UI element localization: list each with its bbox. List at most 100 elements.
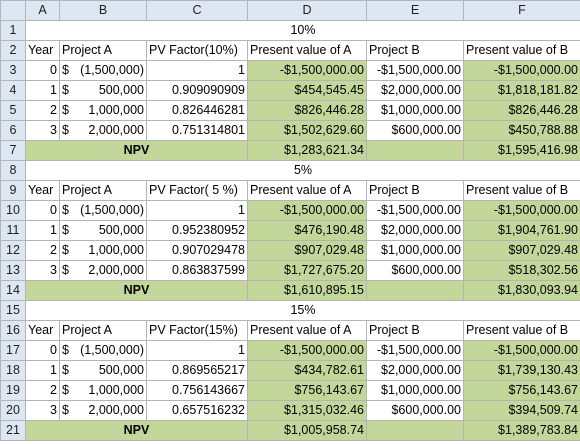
project-a-cell[interactable]: $1,000,000 <box>59 380 147 401</box>
present-value-b-cell[interactable]: $450,788.88 <box>463 120 580 141</box>
project-b-cell[interactable]: $2,000,000.00 <box>366 80 464 101</box>
present-value-b-cell[interactable]: $826,446.28 <box>463 100 580 121</box>
row-header-20[interactable]: 20 <box>0 400 26 421</box>
project-b-cell[interactable]: $2,000,000.00 <box>366 220 464 241</box>
project-b-cell[interactable]: $600,000.00 <box>366 400 464 421</box>
year-header-cell[interactable]: Year <box>25 40 60 61</box>
pv-factor-cell[interactable]: 0.751314801 <box>146 120 248 141</box>
present-value-a-cell[interactable]: $434,782.61 <box>247 360 367 381</box>
project-b-cell[interactable]: $1,000,000.00 <box>366 100 464 121</box>
present-value-a-cell[interactable]: $1,315,032.46 <box>247 400 367 421</box>
npv-label-cell[interactable]: NPV <box>25 140 248 161</box>
column-header-a[interactable]: A <box>25 0 60 21</box>
present-value-b-cell[interactable]: $1,739,130.43 <box>463 360 580 381</box>
year-cell[interactable]: 1 <box>25 80 60 101</box>
row-header-4[interactable]: 4 <box>0 80 26 101</box>
npv-empty-cell[interactable] <box>366 280 464 301</box>
project-b-header-cell[interactable]: Project B <box>366 180 464 201</box>
present-value-b-cell[interactable]: -$1,500,000.00 <box>463 340 580 361</box>
row-header-5[interactable]: 5 <box>0 100 26 121</box>
pv-factor-cell[interactable]: 0.909090909 <box>146 80 248 101</box>
npv-b-cell[interactable]: $1,595,416.98 <box>463 140 580 161</box>
row-header-3[interactable]: 3 <box>0 60 26 81</box>
row-header-15[interactable]: 15 <box>0 300 26 321</box>
present-value-a-cell[interactable]: $756,143.67 <box>247 380 367 401</box>
column-header-b[interactable]: B <box>59 0 147 21</box>
section-title-cell[interactable]: 10% <box>25 20 580 41</box>
project-a-cell[interactable]: $500,000 <box>59 220 147 241</box>
present-value-b-cell[interactable]: $1,818,181.82 <box>463 80 580 101</box>
year-cell[interactable]: 3 <box>25 400 60 421</box>
project-a-cell[interactable]: $2,000,000 <box>59 400 147 421</box>
select-all-corner[interactable] <box>0 0 26 21</box>
year-cell[interactable]: 0 <box>25 60 60 81</box>
column-header-f[interactable]: F <box>463 0 580 21</box>
pv-factor-cell[interactable]: 0.863837599 <box>146 260 248 281</box>
row-header-7[interactable]: 7 <box>0 140 26 161</box>
row-header-14[interactable]: 14 <box>0 280 26 301</box>
pv-factor-cell[interactable]: 0.869565217 <box>146 360 248 381</box>
npv-label-cell[interactable]: NPV <box>25 280 248 301</box>
present-value-a-header-cell[interactable]: Present value of A <box>247 40 367 61</box>
section-title-cell[interactable]: 15% <box>25 300 580 321</box>
row-header-10[interactable]: 10 <box>0 200 26 221</box>
pv-factor-cell[interactable]: 1 <box>146 200 248 221</box>
project-b-cell[interactable]: -$1,500,000.00 <box>366 340 464 361</box>
project-a-cell[interactable]: $500,000 <box>59 80 147 101</box>
year-cell[interactable]: 2 <box>25 100 60 121</box>
row-header-11[interactable]: 11 <box>0 220 26 241</box>
project-b-cell[interactable]: $600,000.00 <box>366 260 464 281</box>
row-header-19[interactable]: 19 <box>0 380 26 401</box>
present-value-b-cell[interactable]: $1,904,761.90 <box>463 220 580 241</box>
project-b-header-cell[interactable]: Project B <box>366 320 464 341</box>
row-header-17[interactable]: 17 <box>0 340 26 361</box>
present-value-a-cell[interactable]: $476,190.48 <box>247 220 367 241</box>
year-cell[interactable]: 2 <box>25 240 60 261</box>
column-header-d[interactable]: D <box>247 0 367 21</box>
row-header-16[interactable]: 16 <box>0 320 26 341</box>
project-a-header-cell[interactable]: Project A <box>59 40 147 61</box>
row-header-21[interactable]: 21 <box>0 420 26 441</box>
project-a-cell[interactable]: $500,000 <box>59 360 147 381</box>
project-a-cell[interactable]: $ (1,500,000) <box>59 340 147 361</box>
present-value-a-cell[interactable]: $1,727,675.20 <box>247 260 367 281</box>
project-a-cell[interactable]: $2,000,000 <box>59 120 147 141</box>
year-cell[interactable]: 3 <box>25 120 60 141</box>
row-header-9[interactable]: 9 <box>0 180 26 201</box>
year-cell[interactable]: 0 <box>25 200 60 221</box>
present-value-b-header-cell[interactable]: Present value of B <box>463 40 580 61</box>
project-b-cell[interactable]: -$1,500,000.00 <box>366 60 464 81</box>
pv-factor-cell[interactable]: 0.907029478 <box>146 240 248 261</box>
pv-factor-cell[interactable]: 1 <box>146 60 248 81</box>
present-value-b-cell[interactable]: $394,509.74 <box>463 400 580 421</box>
project-b-cell[interactable]: -$1,500,000.00 <box>366 200 464 221</box>
npv-empty-cell[interactable] <box>366 420 464 441</box>
project-b-cell[interactable]: $600,000.00 <box>366 120 464 141</box>
pv-factor-cell[interactable]: 0.657516232 <box>146 400 248 421</box>
project-a-cell[interactable]: $ (1,500,000) <box>59 200 147 221</box>
year-header-cell[interactable]: Year <box>25 320 60 341</box>
pv-factor-header-cell[interactable]: PV Factor(15%) <box>146 320 248 341</box>
section-title-cell[interactable]: 5% <box>25 160 580 181</box>
project-b-header-cell[interactable]: Project B <box>366 40 464 61</box>
project-b-cell[interactable]: $1,000,000.00 <box>366 380 464 401</box>
project-a-cell[interactable]: $ (1,500,000) <box>59 60 147 81</box>
present-value-b-cell[interactable]: $518,302.56 <box>463 260 580 281</box>
npv-label-cell[interactable]: NPV <box>25 420 248 441</box>
present-value-a-cell[interactable]: -$1,500,000.00 <box>247 60 367 81</box>
present-value-a-header-cell[interactable]: Present value of A <box>247 180 367 201</box>
row-header-8[interactable]: 8 <box>0 160 26 181</box>
pv-factor-header-cell[interactable]: PV Factor(10%) <box>146 40 248 61</box>
present-value-b-header-cell[interactable]: Present value of B <box>463 180 580 201</box>
year-cell[interactable]: 1 <box>25 360 60 381</box>
present-value-b-cell[interactable]: -$1,500,000.00 <box>463 60 580 81</box>
row-header-6[interactable]: 6 <box>0 120 26 141</box>
project-a-header-cell[interactable]: Project A <box>59 320 147 341</box>
row-header-18[interactable]: 18 <box>0 360 26 381</box>
npv-a-cell[interactable]: $1,005,958.74 <box>247 420 367 441</box>
present-value-a-cell[interactable]: -$1,500,000.00 <box>247 340 367 361</box>
year-header-cell[interactable]: Year <box>25 180 60 201</box>
pv-factor-header-cell[interactable]: PV Factor( 5 %) <box>146 180 248 201</box>
year-cell[interactable]: 2 <box>25 380 60 401</box>
present-value-b-cell[interactable]: $907,029.48 <box>463 240 580 261</box>
